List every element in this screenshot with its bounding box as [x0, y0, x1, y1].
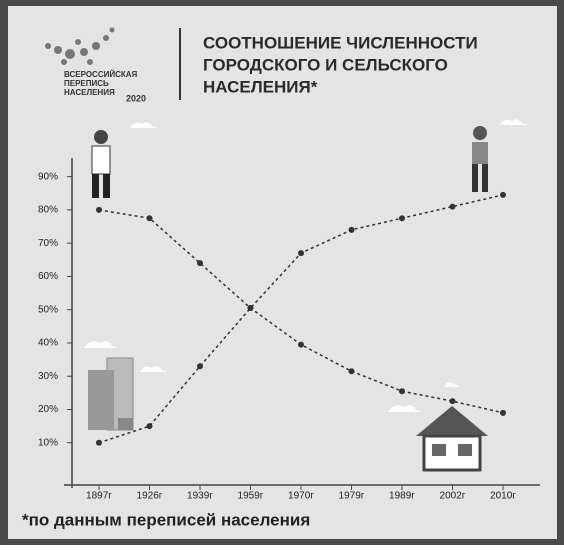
data-point [146, 215, 153, 222]
y-tick-label: 70% [38, 238, 58, 249]
x-tick-label: 2002г [440, 491, 466, 502]
data-point [500, 409, 506, 416]
x-tick-label: 1939г [187, 491, 213, 502]
x-tick-label: 1897г [86, 491, 112, 502]
y-tick-label: 10% [38, 437, 58, 448]
chart-title: СООТНОШЕНИЕ ЧИСЛЕННОСТИ [203, 33, 478, 52]
y-tick-label: 50% [38, 304, 58, 315]
data-point [197, 363, 203, 370]
x-tick-label: 2010г [490, 491, 516, 502]
chart-title: НАСЕЛЕНИЯ* [203, 77, 318, 96]
data-point [247, 305, 254, 312]
x-tick-label: 1970г [288, 491, 314, 502]
data-point [348, 368, 355, 375]
data-point [197, 260, 203, 267]
data-point [298, 250, 304, 257]
y-tick-label: 60% [38, 271, 58, 282]
logo [45, 27, 115, 65]
logo-text: НАСЕЛЕНИЯ [64, 88, 115, 97]
logo-text: ПЕРЕПИСЬ [64, 79, 109, 88]
data-point [96, 439, 102, 446]
x-tick-label: 1926г [137, 491, 163, 502]
y-tick-label: 30% [38, 371, 58, 382]
logo-year: 2020 [126, 93, 146, 103]
data-point [500, 191, 506, 198]
data-point [298, 341, 304, 348]
data-point [146, 423, 153, 430]
y-tick-label: 40% [38, 338, 58, 349]
data-point [399, 215, 405, 222]
data-point [96, 206, 102, 213]
y-tick-label: 20% [38, 404, 58, 415]
chart-title: ГОРОДСКОГО И СЕЛЬСКОГО [203, 55, 448, 74]
y-tick-label: 90% [38, 171, 58, 182]
footnote: *по данным переписей населения [22, 510, 310, 529]
logo-text: ВСЕРОССИЙСКАЯ [64, 70, 138, 79]
data-point [348, 226, 355, 233]
decoration [84, 119, 528, 472]
x-tick-label: 1959г [238, 491, 264, 502]
y-tick-label: 80% [38, 205, 58, 216]
x-tick-label: 1989г [389, 491, 415, 502]
data-point [449, 203, 456, 210]
data-point [399, 388, 405, 395]
data-point [449, 398, 456, 405]
x-tick-label: 1979г [339, 491, 365, 502]
